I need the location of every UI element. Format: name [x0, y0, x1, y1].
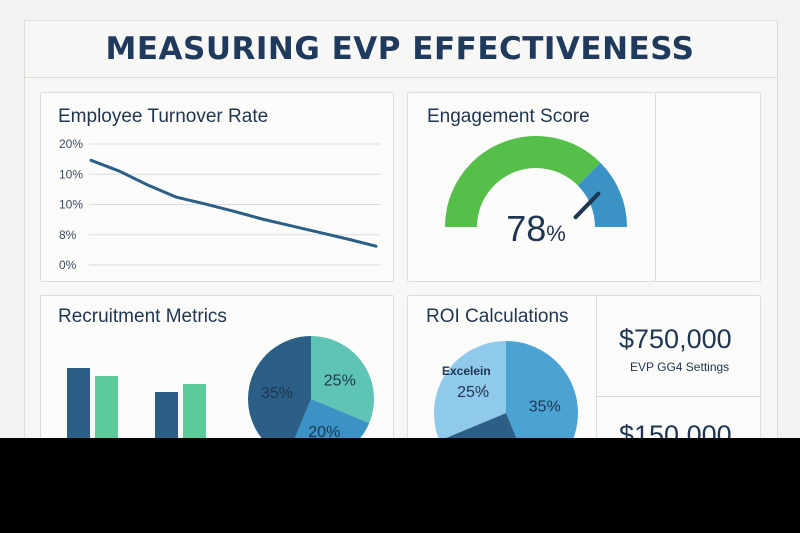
engagement-gauge: 78% — [445, 136, 627, 249]
roi-title: ROI Calculations — [426, 306, 569, 327]
roi-stat-divider — [597, 396, 760, 397]
roi-divider — [596, 296, 597, 456]
turnover-panel: Employee Turnover Rate 20% 10% 10% 8% 0% — [40, 92, 394, 282]
engagement-title: Engagement Score — [427, 106, 590, 127]
page-title: MEASURING EVP EFFECTIVENESS — [105, 31, 695, 67]
roi-panel: ROI Calculations 35% 25% Excelein ⁄ $750,… — [407, 295, 761, 457]
roi-pie-label: 25% — [457, 384, 489, 401]
engagement-panel: Engagement Score 78% — [407, 92, 761, 282]
gauge-needle — [573, 191, 601, 220]
turnover-y-tick: 10% — [59, 198, 83, 212]
title-divider — [24, 77, 778, 78]
roi-pie-label: 35% — [529, 398, 561, 415]
black-overlay-bar — [0, 438, 800, 533]
turnover-y-tick: 0% — [59, 258, 77, 272]
roi-pie-slice — [506, 341, 579, 456]
roi-pie-slice — [433, 341, 506, 441]
recruitment-pie-label: 20% — [308, 424, 340, 441]
recruitment-panel: Recruitment Metrics 25% 20% 35% — [40, 295, 394, 457]
turnover-series-line — [89, 158, 378, 248]
roi-stat-1-label: EVP GG4 Settings — [630, 360, 730, 374]
gauge-value-label: 78% — [506, 208, 566, 249]
gauge-segment-green — [445, 136, 601, 228]
roi-stat-1-value: $750,000 — [619, 324, 732, 354]
recruitment-pie-label: 35% — [261, 385, 293, 402]
turnover-y-tick: 10% — [59, 167, 83, 181]
recruitment-pie-slice — [311, 336, 374, 424]
recruitment-chart: 25% 20% 35% — [67, 336, 374, 456]
turnover-y-tick: 8% — [59, 228, 77, 242]
recruitment-bar — [95, 376, 118, 456]
gauge-segment-blue — [577, 162, 627, 228]
recruitment-title: Recruitment Metrics — [58, 306, 227, 327]
engagement-divider — [655, 93, 656, 281]
recruitment-pie-label: 25% — [324, 373, 356, 390]
roi-annotation-mark: ⁄ — [480, 383, 486, 394]
recruitment-pie-slice — [248, 336, 311, 456]
roi-chart: 35% 25% Excelein ⁄ — [433, 341, 579, 456]
turnover-title: Employee Turnover Rate — [58, 106, 269, 127]
roi-annotation: Excelein — [442, 364, 491, 378]
turnover-y-tick: 20% — [59, 137, 83, 151]
turnover-chart: 20% 10% 10% 8% 0% — [59, 137, 381, 272]
recruitment-bar — [67, 368, 90, 456]
